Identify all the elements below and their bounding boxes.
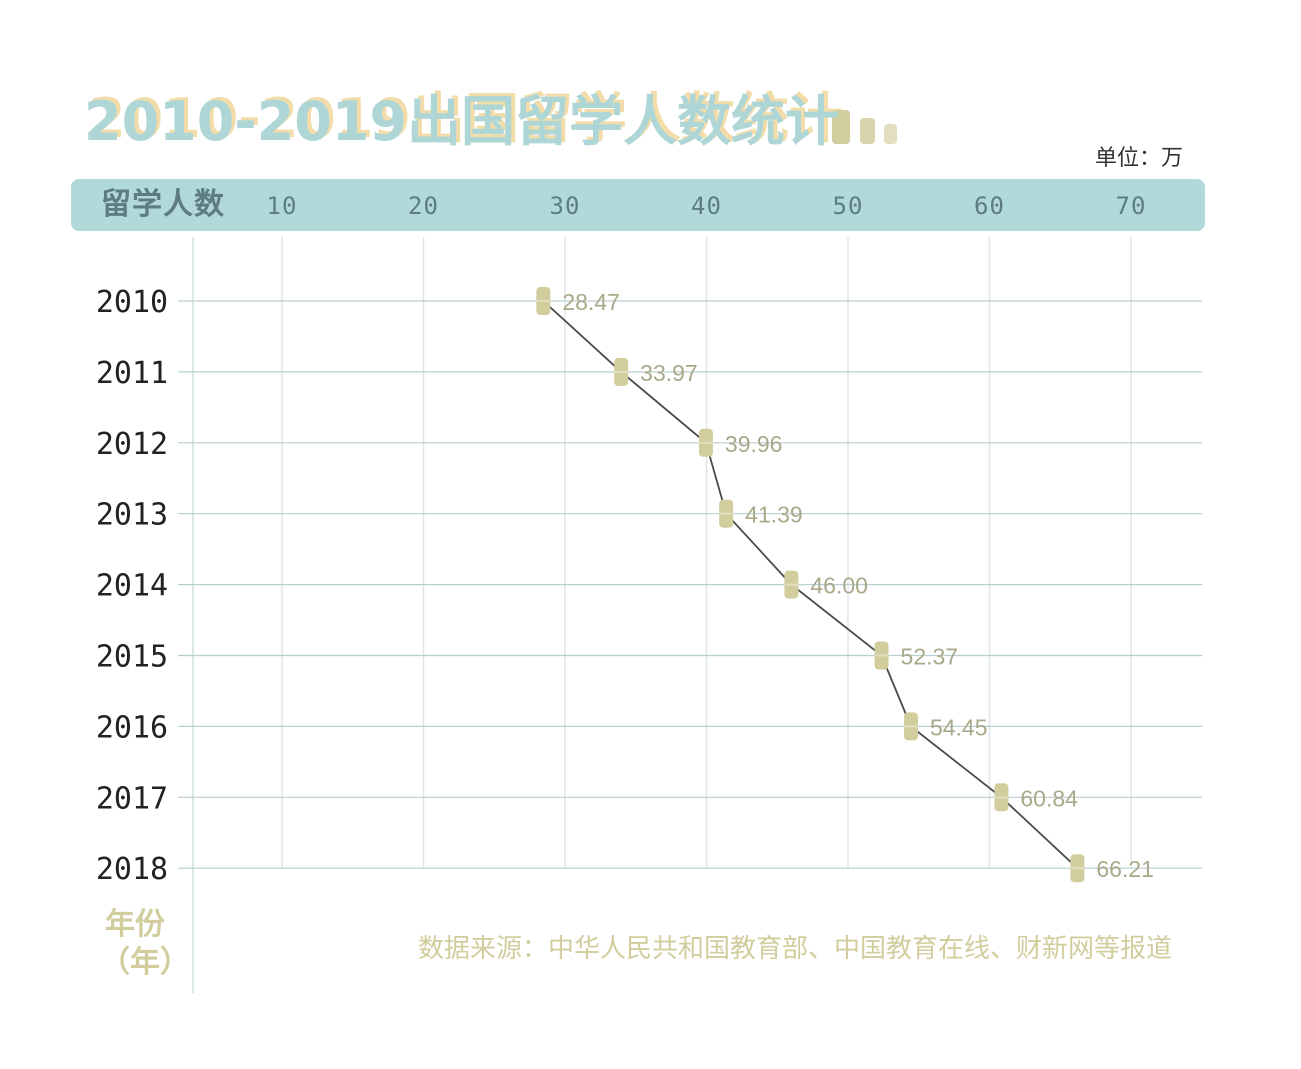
y-axis-title-line-2: （年） (100, 945, 190, 980)
y-tick-label: 2011 (96, 356, 168, 391)
data-point (784, 570, 799, 599)
y-tick-label: 2016 (96, 710, 168, 745)
x-tick-label: 50 (833, 192, 864, 220)
chart-title: 2010-2019出国留学人数统计 2010-2019出国留学人数统计 (84, 82, 843, 162)
y-tick-label: 2014 (96, 569, 168, 604)
x-tick-label: 40 (691, 192, 722, 220)
y-tick-label: 2018 (96, 852, 168, 887)
chart-title-text: 2010-2019出国留学人数统计 (84, 90, 839, 153)
y-axis-title: 年份 （年） (100, 906, 190, 982)
y-tick-label: 2010 (96, 285, 168, 320)
y-axis-title-line-1: 年份 (105, 907, 165, 942)
x-tick-label: 20 (408, 192, 439, 220)
data-point-notch (1070, 867, 1085, 870)
data-point (719, 499, 734, 528)
data-point-notch (994, 796, 1009, 799)
data-point (1070, 854, 1085, 883)
data-source: 数据来源：中华人民共和国教育部、中国教育在线、财新网等报道 (418, 934, 1173, 964)
data-point (903, 712, 918, 741)
y-tick-label: 2017 (96, 781, 168, 816)
data-label: 54.45 (930, 714, 988, 740)
chart-title-shadow: 2010-2019出国留学人数统计 (88, 87, 843, 150)
data-point (536, 287, 551, 315)
data-label: 60.84 (1020, 785, 1078, 811)
data-point-notch (614, 370, 629, 373)
unit-label: 单位：万 (1094, 146, 1183, 171)
y-tick-label: 2012 (96, 427, 168, 462)
data-point-notch (719, 512, 734, 515)
data-label: 39.96 (725, 431, 783, 457)
data-label: 66.21 (1096, 856, 1154, 882)
data-point (614, 357, 629, 386)
x-tick-label: 60 (974, 192, 1005, 220)
data-label: 28.47 (562, 289, 620, 315)
x-axis-bar: 留学人数 (71, 179, 1205, 231)
data-point-notch (874, 654, 889, 657)
data-label: 33.97 (640, 360, 698, 386)
data-point (874, 641, 889, 670)
data-point-notch (903, 725, 918, 728)
y-tick-label: 2013 (96, 498, 168, 533)
data-label: 41.39 (745, 502, 803, 528)
x-tick-label: 30 (550, 192, 581, 220)
data-point-notch (536, 300, 551, 302)
data-label: 46.00 (810, 573, 868, 599)
data-point (698, 428, 713, 457)
x-tick-label: 10 (267, 192, 298, 220)
data-point (994, 783, 1009, 812)
x-axis-title: 留学人数 (101, 187, 225, 222)
y-tick-label: 2015 (96, 640, 168, 675)
data-point-notch (784, 583, 799, 586)
x-tick-label: 70 (1116, 192, 1147, 220)
data-label: 52.37 (901, 644, 959, 670)
data-point-notch (698, 441, 713, 444)
